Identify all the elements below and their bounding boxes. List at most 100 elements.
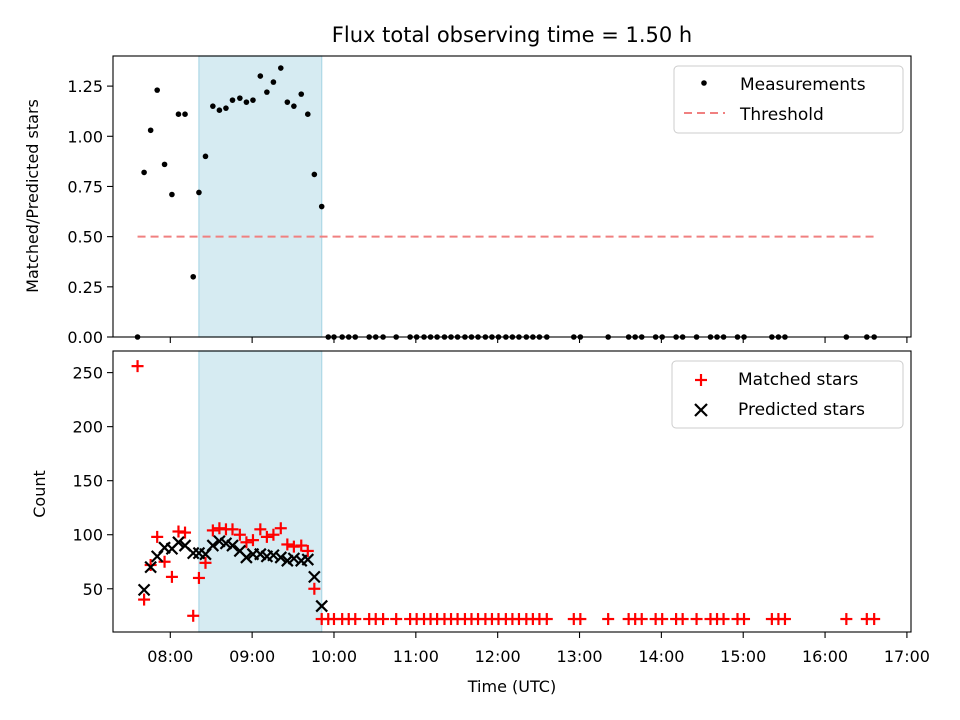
measurement-point [154, 87, 160, 93]
top-y-tick-label: 1.25 [67, 77, 103, 96]
measurement-point [161, 161, 168, 168]
matched-stars-series [131, 360, 881, 626]
measurement-point [277, 65, 284, 71]
x-tick-label: 08:00 [147, 647, 193, 666]
measurement-point [210, 103, 216, 109]
measurement-point [175, 111, 182, 118]
matched-star-point [635, 613, 648, 626]
measurement-point [270, 79, 277, 85]
matched-star-point [868, 613, 881, 626]
top-chart: 0.00 0.25 0.50 0.75 1.00 1.25 Matched/Predict… [23, 55, 912, 347]
measurement-point [298, 91, 305, 97]
top-y-axis: 0.00 0.25 0.50 0.75 1.00 1.25 [67, 77, 113, 347]
matched-star-point [390, 613, 403, 626]
matched-star-point [226, 523, 239, 536]
x-tick-label: 17:00 [884, 647, 930, 666]
matched-star-point [158, 555, 171, 568]
predicted-star-point [137, 583, 151, 597]
predicted-star-point [274, 551, 288, 564]
top-y-tick-label: 0.50 [67, 228, 103, 247]
bottom-y-tick-label: 50 [83, 580, 103, 599]
measurement-point [311, 171, 318, 178]
predicted-star-point [301, 553, 315, 566]
bottom-y-tick-label: 100 [72, 526, 103, 545]
measurement-point [147, 127, 154, 134]
matched-star-point [778, 613, 791, 626]
measurement-point [169, 191, 175, 198]
bottom-axes-frame [112, 350, 912, 633]
legend-measurements-marker [701, 80, 707, 86]
x-tick-label: 15:00 [720, 647, 766, 666]
matched-star-point [192, 571, 205, 584]
matched-star-point [690, 613, 703, 626]
measurement-point [257, 73, 264, 79]
measurement-point [264, 89, 270, 95]
bottom-legend: Matched stars Predicted stars [671, 360, 904, 429]
measurement-point [141, 169, 147, 176]
measurement-point [243, 99, 250, 105]
measurement-point [229, 97, 236, 103]
top-legend: Measurements Threshold [673, 65, 904, 134]
matched-star-point [151, 530, 164, 543]
predicted-star-point [226, 539, 239, 552]
measurement-point [196, 189, 202, 196]
bottom-y-tick-label: 250 [72, 364, 103, 383]
predicted-stars-series [137, 534, 328, 613]
bottom-observing-window [198, 350, 323, 633]
measurement-point [318, 203, 325, 210]
matched-star-point [144, 558, 157, 571]
x-tick-label: 12:00 [475, 647, 521, 666]
matched-star-point [187, 609, 200, 622]
bottom-y-tick-label: 200 [72, 418, 103, 437]
matched-star-point [574, 613, 587, 626]
top-y-tick-label: 0.75 [67, 177, 103, 196]
x-tick-label: 11:00 [393, 647, 439, 666]
matched-star-point [254, 523, 267, 536]
matched-star-point [308, 582, 321, 595]
predicted-star-point [240, 551, 253, 564]
predicted-star-point [308, 570, 321, 584]
top-y-tick-label: 0.25 [67, 278, 103, 297]
predicted-star-point [172, 536, 185, 549]
measurement-point [216, 107, 223, 113]
matched-star-point [602, 613, 615, 626]
top-y-axis-label: Matched/Predicted stars [23, 99, 42, 293]
predicted-star-point [315, 599, 328, 613]
top-observing-window [198, 55, 323, 338]
matched-star-point [260, 530, 273, 543]
legend-predicted-label: Predicted stars [738, 400, 865, 420]
legend-matched-label: Matched stars [738, 370, 858, 390]
matched-star-point [131, 360, 144, 373]
legend-threshold-label: Threshold [739, 105, 824, 125]
measurement-point [250, 97, 256, 103]
x-tick-label: 10:00 [311, 647, 357, 666]
matched-star-point [349, 613, 362, 626]
bottom-y-axis: 50 100 150 200 250 [72, 364, 113, 599]
matched-star-point [540, 613, 553, 626]
measurement-point [202, 153, 209, 160]
measurement-point [284, 99, 291, 105]
top-y-tick-label: 1.00 [67, 127, 103, 146]
matched-star-point [199, 556, 212, 569]
x-tick-label: 09:00 [229, 647, 275, 666]
measurement-point [304, 111, 311, 118]
matched-star-point [206, 524, 219, 537]
bottom-y-axis-label: Count [30, 470, 49, 518]
matched-star-point [233, 528, 246, 541]
x-tick-label: 14:00 [638, 647, 684, 666]
predicted-star-point [144, 560, 157, 574]
predicted-star-point [267, 548, 280, 562]
top-legend-box [673, 65, 904, 134]
x-tick-label: 16:00 [802, 647, 848, 666]
matched-star-point [246, 534, 259, 547]
matched-star-point [281, 538, 294, 551]
matched-star-point [840, 613, 853, 626]
matched-star-point [295, 539, 308, 552]
matched-star-point [274, 522, 287, 535]
measurement-point [291, 103, 297, 109]
legend-predicted-marker [694, 403, 708, 417]
matched-star-point [377, 613, 390, 626]
x-axis-label: Time (UTC) [467, 677, 556, 696]
matched-star-point [165, 570, 178, 583]
